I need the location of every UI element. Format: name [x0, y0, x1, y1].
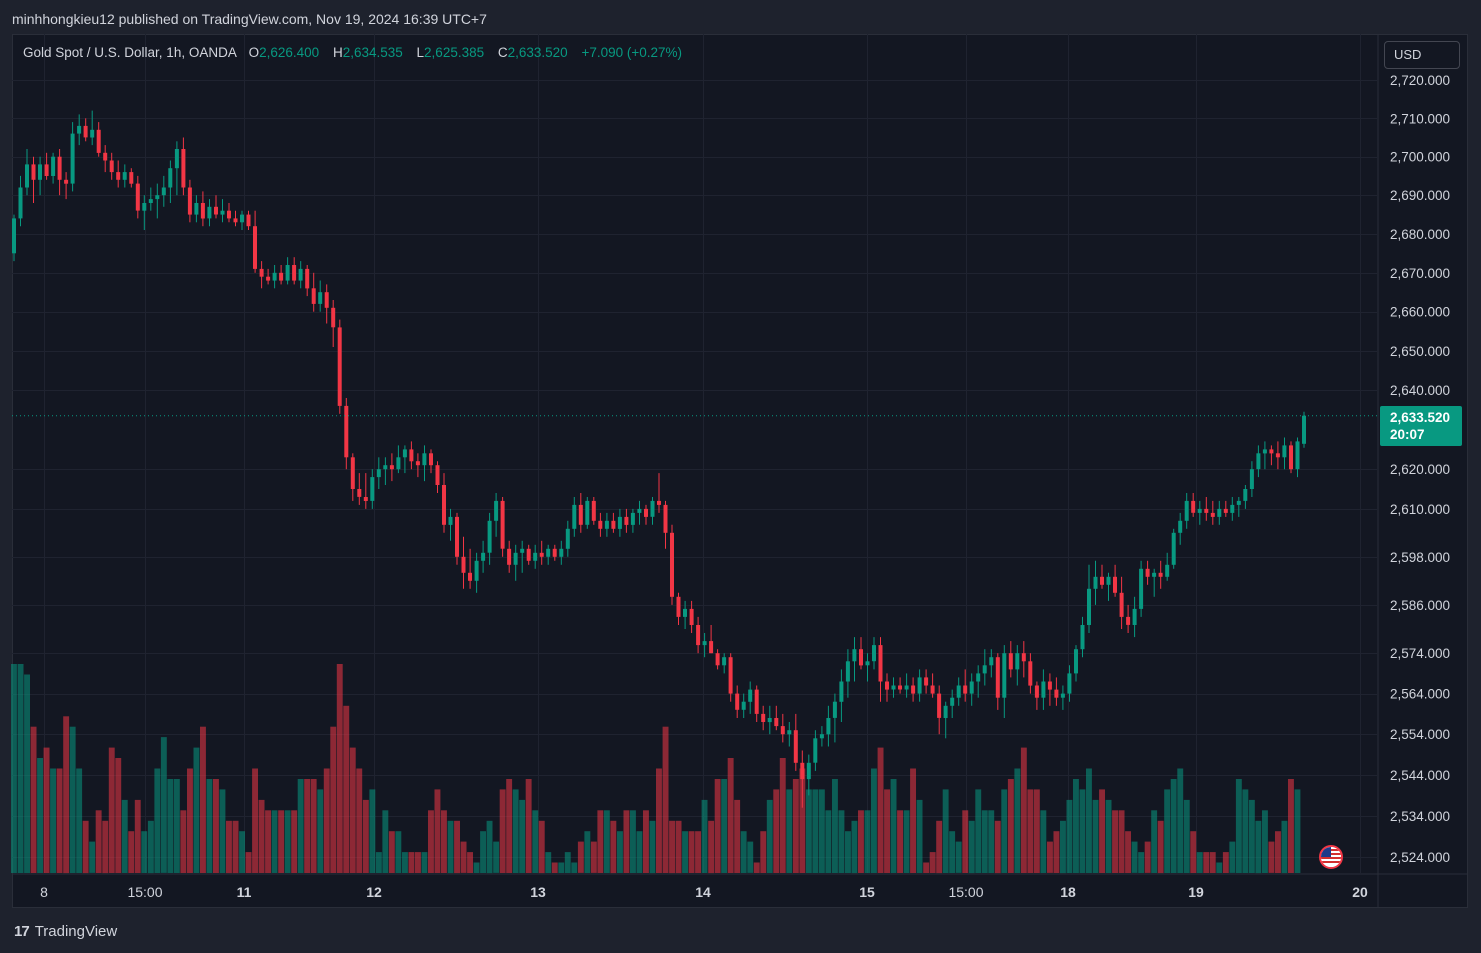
brand-name: TradingView [34, 923, 118, 940]
open-label: O [248, 45, 260, 60]
close-label: C [497, 45, 508, 60]
last-price-tag: 2,633.520 20:07 [1380, 406, 1462, 446]
symbol-name: Gold Spot / U.S. Dollar, 1h, OANDA [23, 45, 237, 60]
publish-info: minhhongkieu12 published on TradingView.… [12, 11, 487, 27]
high-value: 2,634.535 [342, 45, 403, 60]
last-price-value: 2,633.520 [1390, 410, 1451, 425]
change-value: +7.090 (+0.27%) [581, 45, 683, 60]
low-value: 2,625.385 [424, 45, 485, 60]
open-value: 2,626.400 [259, 45, 320, 60]
currency-button[interactable]: USD [1384, 41, 1460, 69]
chart-frame[interactable] [12, 34, 1468, 908]
publish-bar: minhhongkieu12 published on TradingView.… [0, 0, 1481, 34]
bar-countdown: 20:07 [1390, 427, 1425, 442]
us-flag-event-icon[interactable] [1319, 845, 1343, 869]
high-label: H [332, 45, 343, 60]
close-value: 2,633.520 [507, 45, 568, 60]
low-label: L [416, 45, 425, 60]
tradingview-logo[interactable]: 17 TradingView [14, 923, 117, 940]
tv-logo-icon: 17 [14, 923, 30, 940]
symbol-legend: Gold Spot / U.S. Dollar, 1h, OANDA O2,62… [23, 45, 682, 60]
footer [0, 908, 1481, 953]
